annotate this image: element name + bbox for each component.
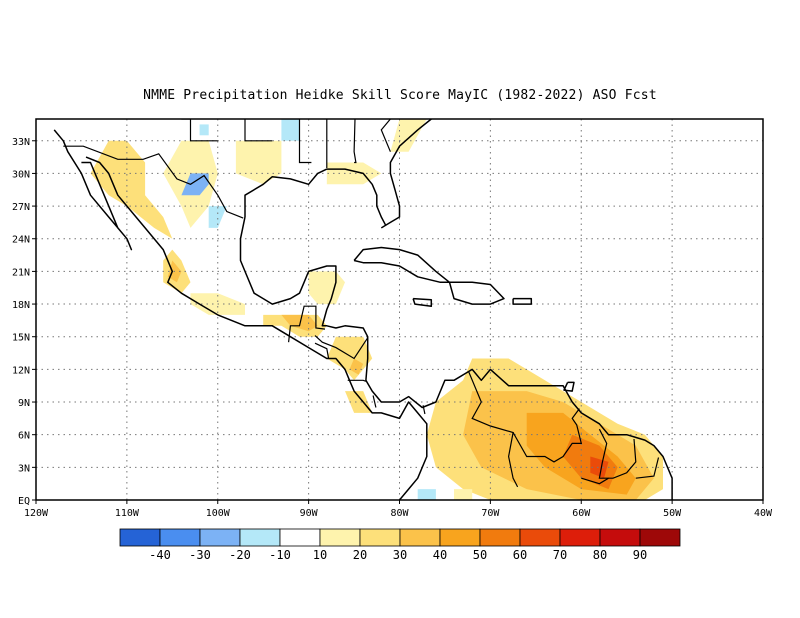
country-border [372, 395, 377, 408]
coastline [85, 156, 428, 500]
coastline [353, 246, 451, 284]
colorbar-label: 20 [353, 548, 367, 562]
colorbar-label: 70 [553, 548, 567, 562]
lon-tick-label: 120W [24, 508, 49, 519]
country-border [512, 408, 583, 463]
coastline [563, 381, 575, 392]
lat-tick-label: 15N [12, 333, 30, 344]
coastline [53, 129, 133, 251]
country-border [181, 119, 218, 142]
colorbar-swatch [279, 528, 321, 547]
skill-region [181, 173, 209, 196]
colorbar-label: -30 [189, 548, 211, 562]
skill-region [349, 358, 364, 375]
colorbar-label: 60 [513, 548, 527, 562]
colorbar-swatch [119, 528, 161, 547]
coastline-layer [53, 119, 673, 500]
colorbar-label: 10 [313, 548, 327, 562]
country-border [598, 428, 609, 479]
lat-tick-label: 27N [12, 202, 30, 213]
coastline [512, 297, 533, 305]
skill-fill-layer [90, 119, 663, 500]
colorbar-swatch [359, 528, 401, 547]
coastline [244, 168, 387, 227]
lat-tick-label: 21N [12, 267, 30, 278]
country-border [314, 335, 369, 360]
country-border [353, 119, 357, 164]
skill-region [326, 162, 382, 185]
skill-region [208, 206, 227, 228]
colorbar-swatch [239, 528, 281, 547]
colorbar-label: -10 [269, 548, 291, 562]
colorbar-swatch [599, 528, 641, 547]
country-border [380, 119, 391, 152]
colorbar-swatch [399, 528, 441, 547]
colorbar-label: -20 [229, 548, 251, 562]
country-border [314, 342, 330, 359]
skill-region [345, 391, 373, 413]
lon-tick-label: 110W [115, 508, 140, 519]
colorbar-label: 90 [633, 548, 647, 562]
colorbar-label: 40 [433, 548, 447, 562]
colorbar-swatch [199, 528, 241, 547]
skill-region [199, 124, 209, 136]
lon-tick-label: 50W [663, 508, 682, 519]
country-border [298, 119, 312, 164]
colorbar-swatch [559, 528, 601, 547]
lat-tick-label: 24N [12, 235, 30, 246]
country-border [288, 305, 326, 343]
country-border [635, 457, 660, 479]
lat-tick-label: 3N [18, 463, 30, 474]
lon-tick-label: 60W [572, 508, 591, 519]
skill-region [90, 140, 173, 239]
lon-tick-label: 70W [481, 508, 500, 519]
country-border [422, 405, 426, 415]
lat-tick-label: 9N [18, 398, 30, 409]
lon-tick-label: 80W [390, 508, 409, 519]
colorbar-swatch [519, 528, 561, 547]
country-border [468, 371, 519, 488]
country-border [581, 438, 637, 485]
lat-tick-label: 12N [12, 365, 30, 376]
lat-tick-label: 6N [18, 431, 30, 442]
colorbar-swatch [639, 528, 681, 547]
skill-region [454, 489, 473, 500]
coastline [380, 119, 432, 229]
coastline [412, 297, 433, 307]
lat-tick-label: 18N [12, 300, 30, 311]
colorbar-label: 30 [393, 548, 407, 562]
skill-region [417, 489, 436, 500]
latitude-ticks: EQ 3N 6N 9N 12N 15N 18N 21N 24N 27N 30N 33N [12, 137, 36, 507]
coastline [239, 216, 673, 500]
country-border [244, 119, 273, 142]
country-border [63, 145, 244, 219]
skill-region [308, 271, 345, 305]
coastline [448, 281, 505, 305]
lon-tick-label: 90W [300, 508, 319, 519]
skill-region [235, 140, 282, 185]
skill-region [390, 119, 427, 152]
map-title: NMME Precipitation Heidke Skill Score Ma… [143, 88, 657, 103]
lon-tick-label: 40W [754, 508, 773, 519]
colorbar: -40 -30 -20 -10 10 20 30 40 50 60 70 80 90 [119, 528, 681, 562]
colorbar-swatch [319, 528, 361, 547]
skill-region [590, 456, 609, 479]
colorbar-swatch [479, 528, 521, 547]
colorbar-label: 50 [473, 548, 487, 562]
colorbar-swatch [439, 528, 481, 547]
longitude-ticks: 120W 110W 100W 90W 80W 70W 60W 50W 40W [24, 500, 773, 519]
colorbar-label: 80 [593, 548, 607, 562]
lat-tick-label: 30N [12, 169, 30, 180]
colorbar-label: -40 [149, 548, 171, 562]
lat-tick-label: 33N [12, 137, 30, 148]
border-layer [63, 119, 660, 488]
grid-layer [36, 119, 763, 500]
colorbar-swatch [159, 528, 201, 547]
skill-region [281, 119, 300, 141]
lat-tick-label: EQ [18, 496, 30, 507]
lon-tick-label: 100W [206, 508, 231, 519]
country-border [347, 379, 367, 382]
